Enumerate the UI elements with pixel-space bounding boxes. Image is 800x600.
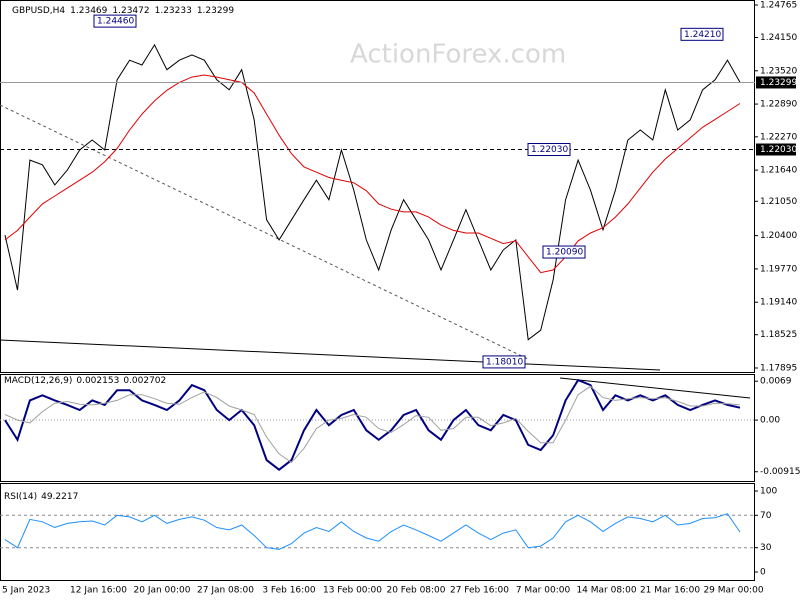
x-tick-label: 12 Jan 16:00 — [70, 586, 127, 596]
x-tick-label: 20 Feb 08:00 — [386, 586, 445, 596]
x-tick-label: 20 Jan 00:00 — [134, 586, 191, 596]
y-tick-label: 30 — [760, 543, 772, 553]
header: GBPUSD,H4 1.23469 1.23472 1.23233 1.23299 — [12, 6, 234, 16]
annotation-box — [680, 27, 724, 41]
annotation-label: 1.24460 — [97, 17, 134, 27]
x-tick-label: 5 Jan 2023 — [2, 586, 50, 596]
annotation-box — [93, 14, 137, 28]
y-tick-label: -0.009158 — [760, 467, 800, 477]
y-tick-label: 1.19770 — [760, 264, 797, 274]
price-panel — [0, 0, 755, 373]
symbol: GBPUSD,H4 — [12, 6, 65, 16]
y-tick-label: 1.24150 — [760, 33, 797, 43]
y-tick-label: 0.0069 — [760, 377, 792, 387]
series-line — [4, 43, 741, 341]
y-tick-label: 1.17895 — [760, 364, 797, 374]
title-text: MACD(12,26,9) — [4, 376, 72, 386]
x-tick-label: 21 Mar 16:00 — [640, 586, 700, 596]
ohlc: 1.23472 — [112, 6, 149, 16]
y-tick-label: 1.22890 — [760, 100, 797, 110]
annotation-box — [542, 245, 586, 259]
y-tick-label: 0 — [760, 568, 766, 578]
y-tick-label: 1.24765 — [760, 1, 797, 11]
annotation-box — [527, 143, 571, 157]
watermark: ActionForex.com — [350, 40, 566, 70]
price-box — [756, 76, 796, 89]
level-box — [756, 143, 796, 156]
series-line — [4, 385, 741, 464]
y-tick-label: 1.18525 — [760, 330, 797, 340]
annotation-label: 1.24210 — [684, 30, 721, 40]
annotation-label: 1.18010 — [486, 357, 523, 367]
panel-title: RSI(14) 49.2217 — [4, 492, 78, 502]
y-tick-label: 1.21640 — [760, 166, 797, 176]
x-tick-label: 29 Mar 00:00 — [703, 586, 763, 596]
series-line — [4, 513, 741, 550]
title-text: RSI(14) — [4, 492, 37, 502]
annotation-label: 1.22030 — [531, 145, 568, 155]
ohlc: 1.23233 — [155, 6, 192, 16]
annotation-box — [482, 355, 526, 369]
ohlc: 1.23299 — [197, 6, 234, 16]
macd-trendline — [559, 377, 751, 399]
readout: 0.002702 — [123, 376, 166, 386]
x-tick-label: 3 Feb 16:00 — [262, 586, 316, 596]
x-tick-label: 13 Feb 00:00 — [323, 586, 382, 596]
y-tick-label: 1.21050 — [760, 197, 797, 207]
series-line — [4, 74, 741, 274]
readout: 49.2217 — [41, 492, 78, 502]
annotation-label: 1.20090 — [546, 248, 583, 258]
x-tick-label: 7 Mar 00:00 — [516, 586, 571, 596]
x-tick-label: 27 Jan 08:00 — [197, 586, 254, 596]
y-tick-label: 0.00 — [760, 416, 780, 426]
panel-title: MACD(12,26,9) 0.002153 0.002702 — [4, 376, 166, 386]
y-tick-label: 100 — [760, 487, 777, 497]
readout: 0.002153 — [76, 376, 119, 386]
support-line — [0, 339, 661, 371]
x-tick-label: 27 Feb 16:00 — [450, 586, 509, 596]
y-tick-label: 1.22270 — [760, 132, 797, 142]
price-label: 1.23299 — [760, 78, 797, 88]
y-tick-label: 1.19140 — [760, 298, 797, 308]
ohlc: 1.23469 — [70, 6, 107, 16]
y-tick-label: 1.23520 — [760, 66, 797, 76]
y-tick-label: 1.20400 — [760, 231, 797, 241]
macd-panel — [0, 374, 755, 482]
trendline — [0, 104, 531, 361]
y-tick-label: 70 — [760, 511, 772, 521]
series-line — [4, 378, 741, 471]
level-label: 1.22030 — [760, 145, 797, 155]
rsi-panel — [0, 483, 755, 581]
x-tick-label: 14 Mar 08:00 — [576, 586, 636, 596]
